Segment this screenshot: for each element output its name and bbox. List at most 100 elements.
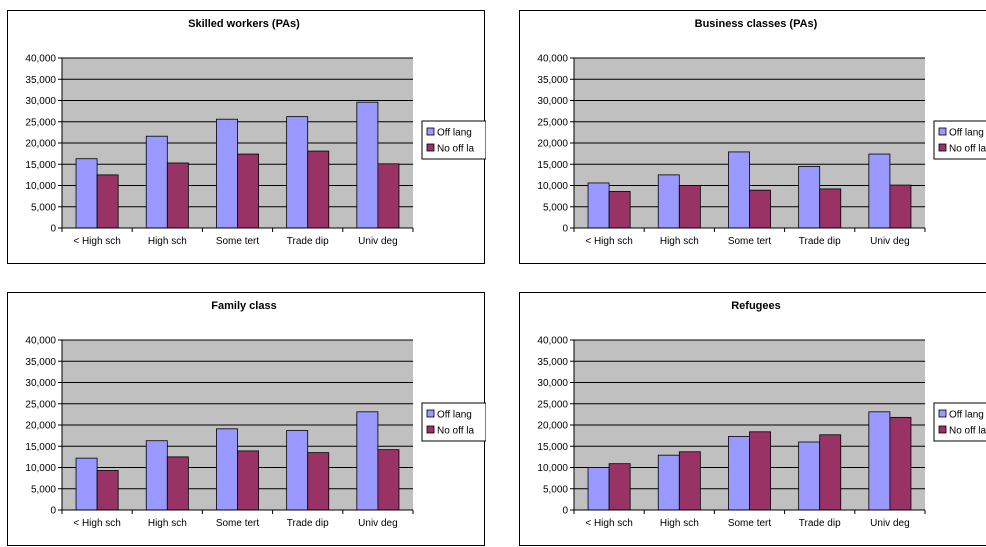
y-tick-label: 15,000 (537, 160, 568, 171)
x-tick-label: < High sch (73, 518, 121, 529)
y-tick-label: 0 (562, 506, 568, 517)
bar-off-lang (657, 174, 680, 229)
y-tick-label: 20,000 (537, 139, 568, 150)
x-tick-label: < High sch (73, 236, 121, 247)
bar-no-off-lang (678, 451, 701, 511)
y-tick-label: 25,000 (537, 399, 568, 410)
bar-off-lang (798, 165, 821, 229)
chart-svg: Family class 0 5,000 10,000 15,000 20,000 25,0… (25, 300, 486, 529)
legend-swatch (938, 425, 947, 434)
y-tick-label: 10,000 (537, 181, 568, 192)
legend-swatch (426, 409, 435, 418)
y-tick-label: 40,000 (537, 336, 568, 347)
bar-no-off-lang (237, 450, 259, 511)
y-tick-label: 30,000 (25, 96, 56, 107)
legend-label: No off la (437, 426, 474, 437)
chart-svg: Business classes (PAs) 0 5,000 10,000 15,000… (537, 18, 986, 247)
bar-no-off-lang (819, 434, 842, 511)
y-tick-label: 35,000 (25, 75, 56, 86)
y-tick-label: 35,000 (537, 75, 568, 86)
y-tick-label: 5,000 (543, 484, 568, 495)
bar-no-off-lang (608, 463, 631, 511)
chart-refugees: Refugees 0 5,000 10,000 15,000 20,000 25,000 30… (519, 292, 986, 546)
x-tick-label: Univ deg (358, 518, 397, 529)
y-tick-label: 25,000 (25, 117, 56, 128)
legend-label: No off la (949, 144, 986, 155)
bar-no-off-lang (819, 188, 842, 229)
legend-label: Off lang (949, 128, 984, 139)
y-tick-label: 0 (562, 224, 568, 235)
x-tick-label: Some tert (216, 518, 260, 529)
bar-off-lang (145, 135, 168, 229)
bar-no-off-lang (166, 456, 189, 511)
x-tick-label: Some tert (728, 236, 772, 247)
legend-swatch (426, 127, 435, 136)
chart-family-class: Family class 0 5,000 10,000 15,000 20,000 25,0… (7, 292, 486, 546)
y-tick-label: 5,000 (31, 202, 56, 213)
x-tick-label: High sch (148, 518, 187, 529)
y-tick-label: 0 (50, 506, 56, 517)
y-tick-label: 40,000 (537, 54, 568, 65)
x-tick-label: Univ deg (870, 518, 909, 529)
y-tick-label: 10,000 (537, 463, 568, 474)
bar-off-lang (75, 158, 98, 229)
bar-off-lang (587, 467, 610, 511)
chart-title: Skilled workers (PAs) (188, 18, 300, 30)
bar-off-lang (286, 116, 309, 229)
legend-swatch (938, 409, 947, 418)
bar-no-off-lang (608, 191, 631, 229)
x-tick-label: High sch (660, 518, 699, 529)
legend (421, 402, 486, 442)
chart-skilled-workers: Skilled workers (PAs) 0 5,000 10,000 15,000 2… (7, 10, 486, 264)
bar-off-lang (868, 411, 891, 511)
chart-svg: Skilled workers (PAs) 0 5,000 10,000 15,000 2… (25, 18, 486, 247)
chart-title: Refugees (731, 300, 781, 312)
x-tick-label: Trade dip (799, 518, 841, 529)
y-tick-label: 30,000 (25, 378, 56, 389)
y-tick-label: 30,000 (537, 96, 568, 107)
legend-label: No off la (437, 144, 474, 155)
legend (421, 120, 486, 160)
y-tick-label: 0 (50, 224, 56, 235)
y-tick-label: 10,000 (25, 463, 56, 474)
bar-off-lang (728, 151, 750, 229)
legend-label: Off lang (437, 128, 472, 139)
chart-business-classes: Business classes (PAs) 0 5,000 10,000 15,000… (519, 10, 986, 264)
x-tick-label: Some tert (216, 236, 260, 247)
y-tick-label: 30,000 (537, 378, 568, 389)
legend-swatch (938, 143, 947, 152)
y-tick-label: 20,000 (25, 139, 56, 150)
legend-label: No off la (949, 426, 986, 437)
x-tick-label: Trade dip (287, 236, 329, 247)
bar-no-off-lang (678, 185, 701, 229)
chart-svg: Refugees 0 5,000 10,000 15,000 20,000 25,000 30… (537, 300, 986, 529)
x-tick-label: < High sch (585, 236, 633, 247)
bar-off-lang (356, 411, 379, 511)
bar-no-off-lang (307, 150, 330, 229)
bar-off-lang (216, 118, 238, 229)
chart-title: Family class (211, 300, 276, 312)
x-tick-label: Trade dip (799, 236, 841, 247)
bar-off-lang (356, 101, 379, 229)
y-tick-label: 20,000 (537, 421, 568, 432)
legend-label: Off lang (949, 410, 984, 421)
y-tick-label: 25,000 (25, 399, 56, 410)
bar-no-off-lang (377, 163, 400, 229)
legend-label: Off lang (437, 410, 472, 421)
bar-off-lang (868, 153, 891, 229)
x-tick-label: Trade dip (287, 518, 329, 529)
y-tick-label: 10,000 (25, 181, 56, 192)
x-tick-label: < High sch (585, 518, 633, 529)
y-tick-label: 5,000 (543, 202, 568, 213)
bar-no-off-lang (166, 162, 189, 229)
x-tick-label: High sch (660, 236, 699, 247)
legend-swatch (938, 127, 947, 136)
y-tick-label: 5,000 (31, 484, 56, 495)
chart-title: Business classes (PAs) (695, 18, 818, 30)
x-tick-label: Univ deg (870, 236, 909, 247)
bar-no-off-lang (889, 184, 912, 229)
x-tick-label: Univ deg (358, 236, 397, 247)
bar-off-lang (587, 182, 610, 229)
bar-off-lang (728, 436, 750, 511)
y-tick-label: 25,000 (537, 117, 568, 128)
